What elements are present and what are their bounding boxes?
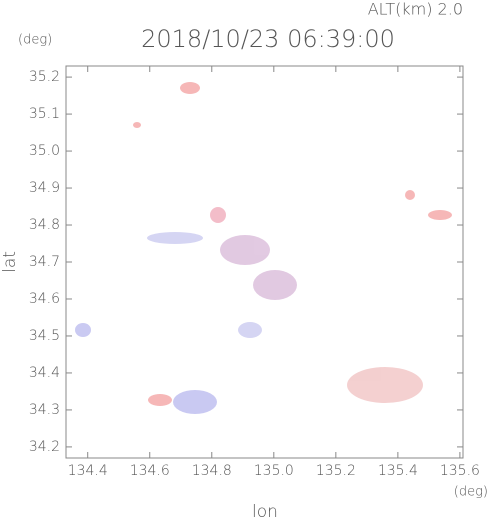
y-tick-label: 34.5 — [29, 328, 60, 344]
x-tick-label: 135.0 — [254, 463, 294, 479]
x-tick-label: 135.6 — [440, 463, 480, 479]
echo — [133, 122, 141, 128]
echo — [428, 210, 452, 220]
echo — [180, 82, 200, 94]
x-tick-label: 135.2 — [316, 463, 356, 479]
echo — [148, 394, 172, 406]
y-tick-label: 34.3 — [29, 402, 60, 418]
x-tick-label: 134.6 — [130, 463, 170, 479]
echo — [238, 322, 262, 338]
y-unit: (deg) — [18, 33, 52, 48]
echo — [220, 235, 270, 265]
y-tick-label: 34.9 — [29, 180, 60, 196]
echo-areas — [75, 82, 452, 414]
y-tick-label: 34.2 — [29, 439, 60, 455]
chart-subtitle: ALT(km) 2.0 — [368, 0, 463, 19]
y-tick-label: 34.4 — [29, 365, 60, 381]
echo — [253, 270, 297, 300]
y-tick-label: 35.2 — [29, 69, 60, 85]
echo — [173, 390, 217, 414]
echo — [405, 190, 415, 200]
y-axis-label: lat — [0, 251, 20, 273]
echo — [210, 207, 226, 223]
y-tick-label: 34.8 — [29, 217, 60, 233]
y-tick-label: 34.6 — [29, 291, 60, 307]
y-tick-label: 35.1 — [29, 106, 60, 122]
echo — [147, 232, 203, 244]
chart-title: 2018/10/23 06:39:00 — [141, 25, 395, 53]
x-unit: (deg) — [454, 485, 488, 500]
x-axis-label: lon — [252, 502, 278, 521]
y-tick-label: 34.7 — [29, 254, 60, 270]
x-tick-label: 135.4 — [378, 463, 418, 479]
y-tick-label: 35.0 — [29, 143, 60, 159]
x-tick-label: 134.8 — [192, 463, 232, 479]
x-tick-label: 134.4 — [68, 463, 108, 479]
echo — [75, 323, 91, 337]
echo — [347, 367, 423, 403]
